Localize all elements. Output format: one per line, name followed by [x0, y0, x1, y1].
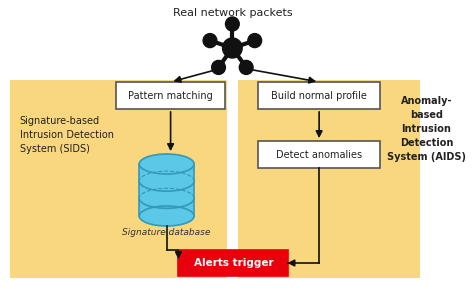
Ellipse shape: [139, 154, 194, 174]
Circle shape: [239, 60, 253, 74]
Text: Signature-based
Intrusion Detection
System (SIDS): Signature-based Intrusion Detection Syst…: [19, 116, 114, 154]
FancyBboxPatch shape: [238, 80, 419, 278]
Text: Alerts trigger: Alerts trigger: [193, 258, 273, 268]
Circle shape: [223, 38, 242, 58]
FancyBboxPatch shape: [178, 250, 288, 276]
Text: Pattern matching: Pattern matching: [128, 91, 213, 100]
FancyBboxPatch shape: [258, 141, 381, 168]
Bar: [139, 164, 194, 216]
Circle shape: [226, 17, 239, 31]
FancyBboxPatch shape: [10, 80, 228, 278]
Circle shape: [212, 60, 226, 74]
Text: Detect anomalies: Detect anomalies: [276, 150, 362, 159]
FancyBboxPatch shape: [116, 82, 226, 109]
Text: Anomaly-
based
Intrusion
Detection
System (AIDS): Anomaly- based Intrusion Detection Syste…: [387, 96, 466, 162]
Text: Build normal profile: Build normal profile: [271, 91, 367, 100]
Text: Real network packets: Real network packets: [173, 8, 292, 18]
Circle shape: [203, 34, 217, 48]
Circle shape: [248, 34, 262, 48]
FancyBboxPatch shape: [258, 82, 381, 109]
Text: Signature database: Signature database: [122, 228, 211, 237]
Ellipse shape: [139, 206, 194, 226]
